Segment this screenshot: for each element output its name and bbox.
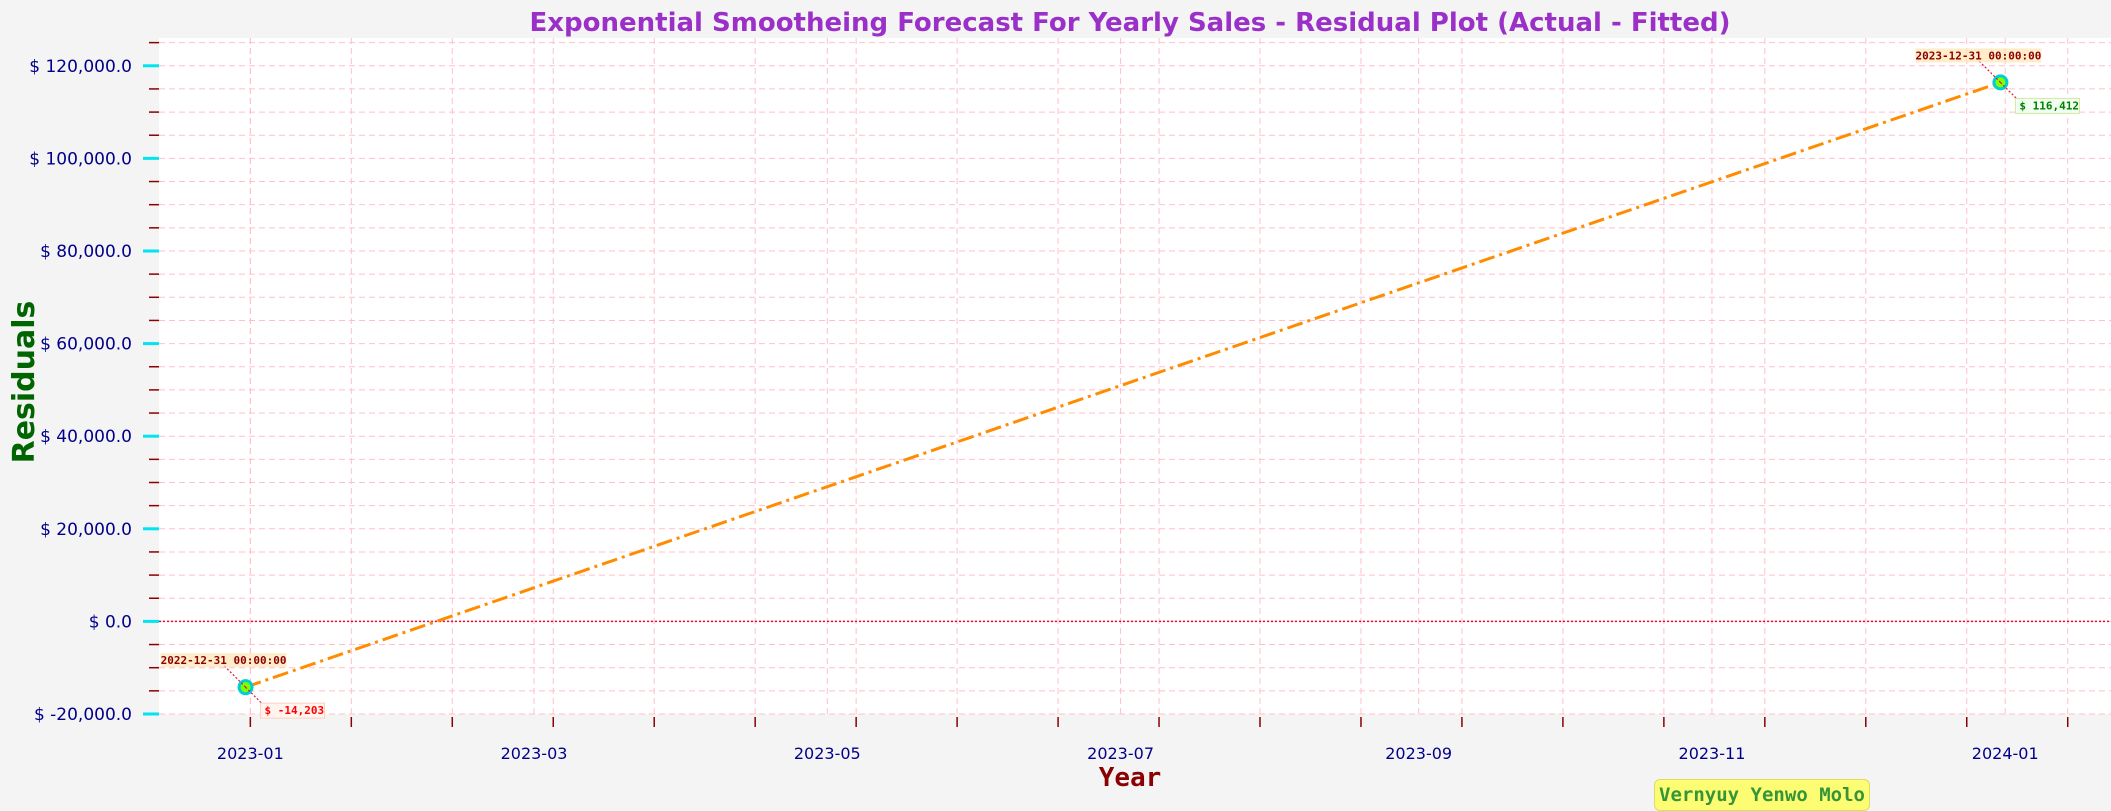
y-axis-label: Residuals bbox=[7, 301, 42, 464]
plot-area bbox=[159, 38, 2111, 714]
date-annotation-box bbox=[1915, 48, 2042, 63]
date-annotation-arrow bbox=[223, 664, 246, 688]
value-annotation-text: $ -14,203 bbox=[265, 704, 325, 717]
x-tick-label: 2023-01 bbox=[217, 744, 284, 763]
y-tick-label: $ 0.0 bbox=[89, 612, 132, 632]
residual-line bbox=[245, 80, 2001, 689]
point-annotations: 2022-12-31 00:00:00 $ -14,203 2023-12-31 0… bbox=[160, 48, 2080, 719]
value-annotation-box bbox=[260, 702, 326, 719]
date-annotation-text: 2022-12-31 00:00:00 bbox=[161, 654, 287, 667]
y-tick-label: $ 60,000.0 bbox=[40, 335, 132, 355]
x-tick-label: 2023-05 bbox=[794, 744, 861, 763]
author-watermark: Vernyuy Yenwo Molo bbox=[1654, 779, 1870, 811]
x-axis-label: Year bbox=[1099, 763, 1162, 793]
x-tick-label: 2023-11 bbox=[1679, 744, 1746, 763]
value-annotation-arrow bbox=[245, 686, 264, 706]
y-tick-label: $ 120,000.0 bbox=[29, 57, 132, 77]
chart-title: Exponential Smootheing Forecast For Year… bbox=[530, 8, 1731, 38]
x-tick-label: 2023-09 bbox=[1385, 744, 1452, 763]
value-annotation-arrow bbox=[1999, 81, 2019, 101]
value-annotation-text: $ 116,412 bbox=[2019, 99, 2079, 112]
y-tick-label: $ -20,000.0 bbox=[34, 705, 132, 725]
value-annotation-box bbox=[2014, 97, 2080, 114]
grid bbox=[159, 38, 2111, 715]
axis-ticks: 2023-01 2023-03 2023-05 2023-07 2023-09 2023-… bbox=[29, 41, 2069, 763]
x-tick-label: 2024-01 bbox=[1972, 744, 2039, 763]
x-tick-label: 2023-03 bbox=[501, 744, 568, 763]
y-tick-label: $ 100,000.0 bbox=[29, 149, 132, 169]
date-annotation-arrow bbox=[1977, 59, 2001, 83]
y-tick-label: $ 20,000.0 bbox=[40, 520, 132, 540]
date-annotation-text: 2023-12-31 00:00:00 bbox=[1915, 49, 2041, 62]
x-tick-label: 2023-07 bbox=[1087, 744, 1154, 763]
y-tick-label: $ 40,000.0 bbox=[40, 427, 132, 447]
date-annotation-box bbox=[160, 653, 287, 668]
y-tick-label: $ 80,000.0 bbox=[40, 242, 132, 262]
